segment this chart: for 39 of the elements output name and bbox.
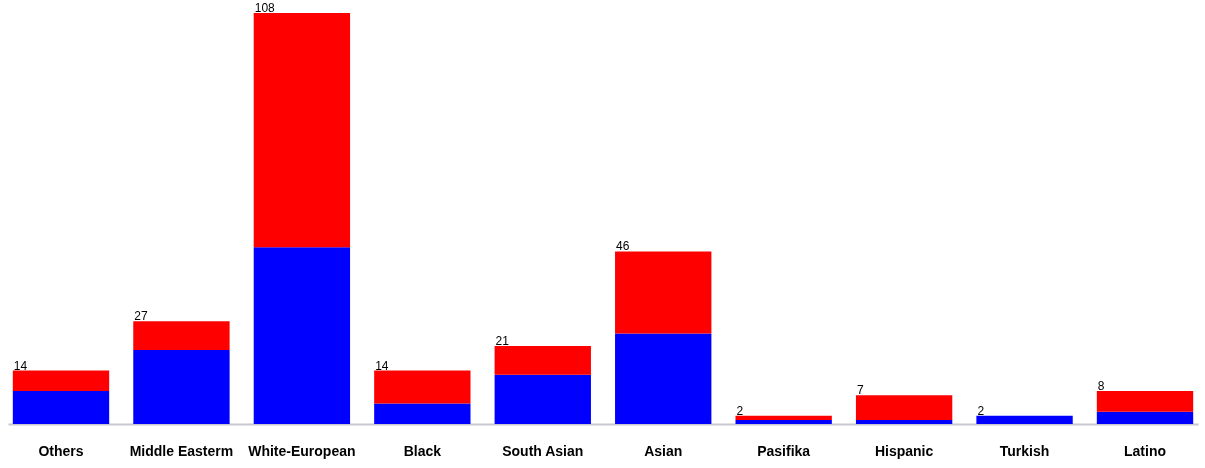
x-tick-label: South Asian — [502, 442, 584, 459]
bar — [12, 391, 110, 424]
annotation: 2 — [977, 403, 985, 418]
bar — [494, 374, 591, 424]
x-tick-label: Others — [38, 442, 84, 459]
x-tick-label: Asian — [644, 442, 683, 459]
x-tick-label: Turkish — [999, 442, 1050, 459]
bar — [735, 415, 832, 420]
bar — [855, 395, 953, 420]
x-tick-label: Pasifika — [757, 442, 811, 459]
x-tick-label: White-European — [248, 442, 356, 459]
bar — [374, 403, 471, 424]
bar — [976, 415, 1073, 424]
bar — [615, 251, 712, 334]
bar — [133, 321, 230, 351]
x-tick-label: Black — [403, 442, 442, 459]
bar — [133, 350, 230, 424]
annotation: 46 — [616, 239, 630, 254]
annotation: 21 — [495, 333, 510, 348]
bar — [253, 247, 351, 424]
bar — [1096, 391, 1194, 412]
bar — [12, 370, 110, 392]
annotation: 7 — [856, 383, 864, 398]
bar — [494, 345, 591, 375]
bar — [855, 419, 953, 424]
x-tick-label: Middle Easterm — [129, 442, 234, 459]
x-tick-label: Hispanic — [874, 442, 934, 459]
annotation: 14 — [375, 358, 389, 373]
bar — [735, 419, 832, 424]
annotation: 108 — [254, 1, 276, 15]
bar — [1096, 411, 1194, 424]
bar — [253, 13, 351, 248]
bar — [615, 333, 712, 424]
bar — [374, 370, 471, 404]
annotation: 14 — [13, 358, 28, 373]
annotation: 2 — [736, 403, 744, 418]
x-tick-label: Latino — [1124, 442, 1166, 459]
annotation: 8 — [1097, 379, 1105, 394]
annotation: 27 — [134, 309, 148, 324]
